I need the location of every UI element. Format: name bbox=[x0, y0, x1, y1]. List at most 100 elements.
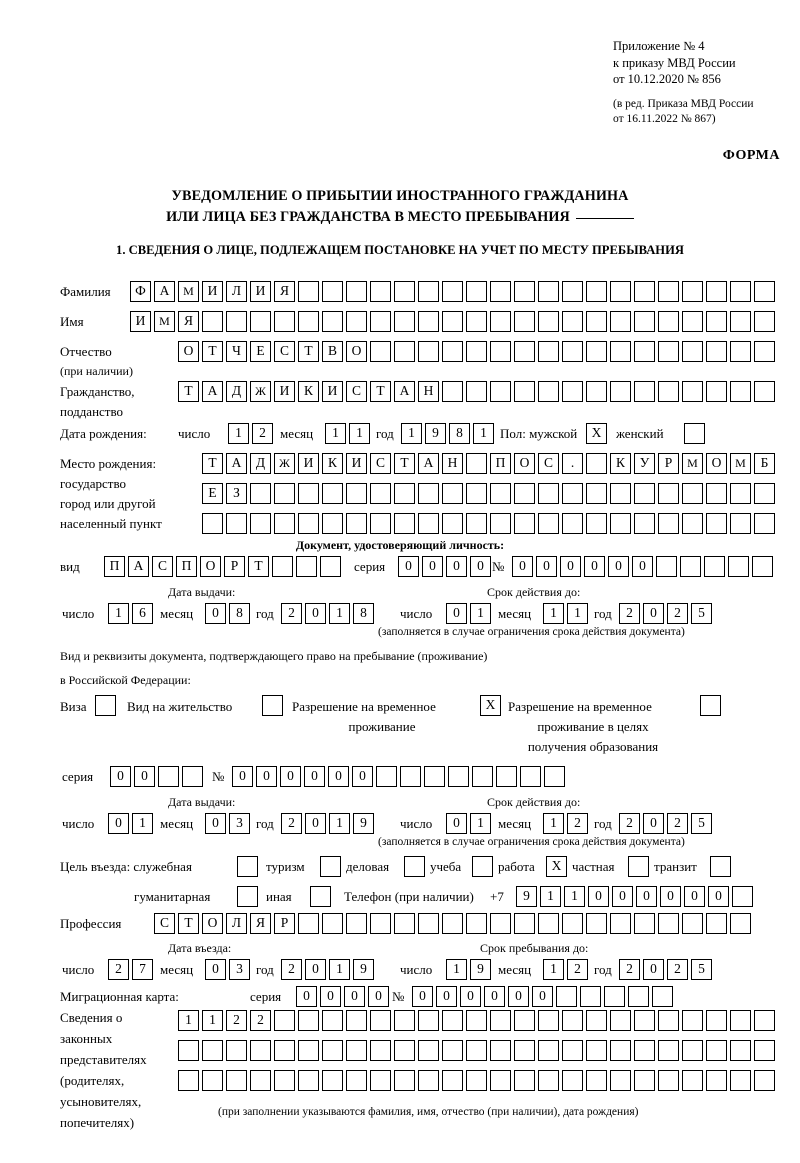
temp-residence-checkbox-1[interactable]: X bbox=[480, 695, 501, 716]
birth-year-cells-1[interactable]: 1 bbox=[401, 423, 422, 444]
permit-number-cells-1[interactable]: 0 bbox=[232, 766, 253, 787]
birthplace-state-cells-17[interactable] bbox=[586, 453, 607, 474]
temp-edu-checkbox[interactable] bbox=[700, 695, 724, 716]
citizenship-cells-12[interactable] bbox=[442, 381, 463, 402]
doc-number-cells-4[interactable]: 0 bbox=[584, 556, 605, 577]
doc-issue-day-cells-1[interactable]: 1 bbox=[108, 603, 129, 624]
birthplace-state-cells-2[interactable]: А bbox=[226, 453, 247, 474]
phone-cells-1[interactable]: 9 bbox=[516, 886, 537, 907]
birthplace-city-cells-row2-20[interactable] bbox=[658, 513, 679, 534]
patronymic-cells-21[interactable] bbox=[658, 341, 679, 362]
phone-cells-6[interactable]: 0 bbox=[636, 886, 657, 907]
stay-day-cells-1[interactable]: 1 bbox=[446, 959, 467, 980]
legal-rep-cells-row2-23[interactable] bbox=[706, 1040, 727, 1061]
birthplace-city-cells-22[interactable] bbox=[706, 483, 727, 504]
birthplace-city-cells-8[interactable] bbox=[370, 483, 391, 504]
legal-rep-cells-row3-15[interactable] bbox=[514, 1070, 535, 1091]
phone-cells-7[interactable]: 0 bbox=[660, 886, 681, 907]
legal-rep-cells-row3-1[interactable] bbox=[178, 1070, 199, 1091]
citizenship-cells-19[interactable] bbox=[610, 381, 631, 402]
patronymic-cells-22[interactable] bbox=[682, 341, 703, 362]
doc-number-cells-3[interactable]: 0 bbox=[560, 556, 581, 577]
mig-series-cells-4[interactable]: 0 bbox=[368, 986, 389, 1007]
permit-number-cells-2[interactable]: 0 bbox=[256, 766, 277, 787]
profession-cells-25[interactable] bbox=[730, 913, 751, 934]
patronymic-cells-18[interactable] bbox=[586, 341, 607, 362]
citizenship-cells-2[interactable]: А bbox=[202, 381, 223, 402]
entry-day-cells-1[interactable]: 2 bbox=[108, 959, 129, 980]
legal-rep-cells-row3-7[interactable] bbox=[322, 1070, 343, 1091]
doc-kind-cells-5[interactable]: О bbox=[200, 556, 221, 577]
legal-rep-cells-row3-6[interactable] bbox=[298, 1070, 319, 1091]
permit-series-cells-3[interactable] bbox=[158, 766, 179, 787]
legal-rep-cells-row2-20[interactable] bbox=[634, 1040, 655, 1061]
doc-valid-year-cells-2[interactable]: 0 bbox=[643, 603, 664, 624]
doc-issue-month-cells-1[interactable]: 0 bbox=[205, 603, 226, 624]
purpose-business-checkbox-1[interactable] bbox=[404, 856, 425, 877]
citizenship-cells-23[interactable] bbox=[706, 381, 727, 402]
birth-month-cells-1[interactable]: 1 bbox=[325, 423, 346, 444]
firstname-cells-5[interactable] bbox=[226, 311, 247, 332]
mig-number-cells-10[interactable] bbox=[628, 986, 649, 1007]
purpose-private-checkbox[interactable] bbox=[628, 856, 652, 877]
permit-number-cells-3[interactable]: 0 bbox=[280, 766, 301, 787]
legal-rep-cells-row1-6[interactable] bbox=[298, 1010, 319, 1031]
profession-cells-13[interactable] bbox=[442, 913, 463, 934]
legal-rep-cells-row1-7[interactable] bbox=[322, 1010, 343, 1031]
patronymic-cells-20[interactable] bbox=[634, 341, 655, 362]
permit-valid-year-cells-1[interactable]: 2 bbox=[619, 813, 640, 834]
birthplace-city-cells-row2-19[interactable] bbox=[634, 513, 655, 534]
citizenship-cells-6[interactable]: К bbox=[298, 381, 319, 402]
birthplace-state-cells-19[interactable]: У bbox=[634, 453, 655, 474]
surname-cells-22[interactable] bbox=[634, 281, 655, 302]
profession-cells-9[interactable] bbox=[346, 913, 367, 934]
phone-cells-10[interactable] bbox=[732, 886, 753, 907]
surname-cells-12[interactable] bbox=[394, 281, 415, 302]
permit-number-cells-11[interactable] bbox=[472, 766, 493, 787]
doc-number-cells-5[interactable]: 0 bbox=[608, 556, 629, 577]
legal-rep-cells-row2-10[interactable] bbox=[394, 1040, 415, 1061]
permit-valid-year-cells-2[interactable]: 0 bbox=[643, 813, 664, 834]
doc-kind-cells-7[interactable]: Т bbox=[248, 556, 269, 577]
mig-number-cells-2[interactable]: 0 bbox=[436, 986, 457, 1007]
patronymic-cells-12[interactable] bbox=[442, 341, 463, 362]
birth-day-cells-1[interactable]: 1 bbox=[228, 423, 249, 444]
legal-rep-cells-row3-4[interactable] bbox=[250, 1070, 271, 1091]
birthplace-city-cells-15[interactable] bbox=[538, 483, 559, 504]
legal-rep-cells-row1-2[interactable]: 1 bbox=[202, 1010, 223, 1031]
doc-series-cells-3[interactable]: 0 bbox=[446, 556, 467, 577]
birthplace-state-cells-11[interactable]: Н bbox=[442, 453, 463, 474]
doc-kind-cells-10[interactable] bbox=[320, 556, 341, 577]
purpose-official-checkbox-1[interactable] bbox=[237, 856, 258, 877]
firstname-cells-7[interactable] bbox=[274, 311, 295, 332]
doc-series-cells-1[interactable]: 0 bbox=[398, 556, 419, 577]
surname-cells-2[interactable]: А bbox=[154, 281, 175, 302]
permit-valid-month-cells-2[interactable]: 2 bbox=[567, 813, 588, 834]
legal-rep-cells-row3-25[interactable] bbox=[754, 1070, 775, 1091]
surname-cells-8[interactable] bbox=[298, 281, 319, 302]
surname-cells-13[interactable] bbox=[418, 281, 439, 302]
birthplace-state-cells-15[interactable]: С bbox=[538, 453, 559, 474]
citizenship-cells-8[interactable]: С bbox=[346, 381, 367, 402]
purpose-humanitarian-checkbox-1[interactable] bbox=[237, 886, 258, 907]
surname-cells-26[interactable] bbox=[730, 281, 751, 302]
legal-rep-cells-row1-11[interactable] bbox=[418, 1010, 439, 1031]
birthplace-state-cells-18[interactable]: К bbox=[610, 453, 631, 474]
birthplace-city-cells-17[interactable] bbox=[586, 483, 607, 504]
mig-number-cells-11[interactable] bbox=[652, 986, 673, 1007]
legal-rep-cells-row2-17[interactable] bbox=[562, 1040, 583, 1061]
